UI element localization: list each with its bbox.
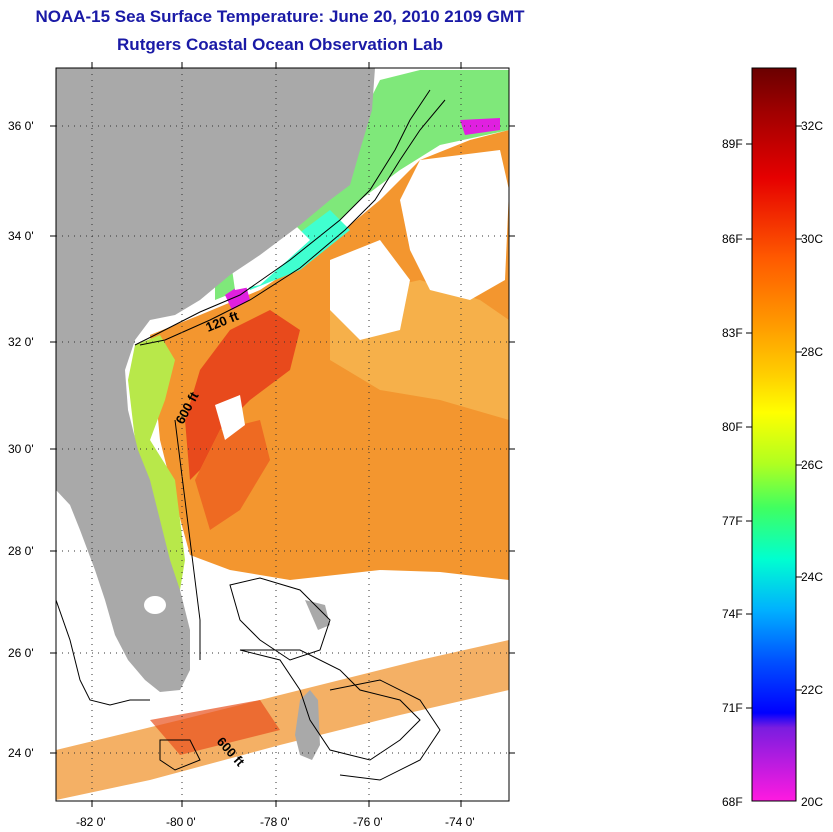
colorbar-ticks	[746, 125, 802, 709]
colorbar-f-label: 86F	[722, 232, 743, 246]
lon-label: -78 0'	[260, 815, 290, 829]
map-frame	[55, 67, 510, 802]
colorbar-c-label: 26C	[801, 458, 824, 472]
colorbar-c-label: 28C	[801, 345, 824, 359]
map-subtitle: Rutgers Coastal Ocean Observation Lab	[117, 35, 443, 54]
magenta-cold-patch-north	[460, 118, 500, 135]
andros-island	[295, 690, 320, 760]
colorbar-f-label: 89F	[722, 137, 743, 151]
gulf-stream-core	[185, 310, 300, 480]
coastal-cool-water	[128, 335, 185, 590]
bathymetry-contours	[56, 89, 446, 781]
colorbar-f-label: 71F	[722, 701, 743, 715]
lat-label: 28 0'	[8, 544, 34, 558]
map-title: NOAA-15 Sea Surface Temperature: June 20…	[35, 7, 525, 26]
gulf-stream-extension	[195, 420, 270, 530]
colorbar-f-label: 74F	[722, 607, 743, 621]
lon-label: -82 0'	[76, 815, 106, 829]
southern-swath	[56, 640, 509, 800]
colorbar-f-label: 68F	[722, 795, 743, 809]
lon-label: -74 0'	[445, 815, 475, 829]
colorbar-c-label: 32C	[801, 119, 824, 133]
lon-label: -80 0'	[166, 815, 196, 829]
colorbar-c-label: 24C	[801, 570, 824, 584]
lake-okeechobee	[144, 596, 166, 614]
colorbar-f-label: 83F	[722, 326, 743, 340]
colorbar-f-label: 77F	[722, 514, 743, 528]
lat-label: 30 0'	[8, 442, 34, 456]
colorbar	[751, 67, 797, 802]
cloud-patch-small	[215, 395, 245, 440]
colorbar-c-label: 20C	[801, 795, 824, 809]
lat-label: 24 0'	[8, 746, 34, 760]
cloud-region	[400, 150, 509, 300]
abaco-island	[305, 600, 330, 630]
colorbar-c-label: 22C	[801, 683, 824, 697]
axis-ticks	[50, 62, 515, 807]
lon-label: -76 0'	[353, 815, 383, 829]
colorbar-f-label: 80F	[722, 420, 743, 434]
lat-label: 32 0'	[8, 335, 34, 349]
cloud-patch-shelf	[230, 220, 310, 290]
lat-label: 26 0'	[8, 646, 34, 660]
graticule	[56, 68, 509, 801]
colorbar-c-label: 30C	[801, 232, 824, 246]
lat-label: 36 0'	[8, 119, 34, 133]
southern-hot-patch	[150, 700, 280, 755]
cloud-patch	[330, 240, 410, 340]
land-mass	[56, 68, 375, 692]
lat-label: 34 0'	[8, 229, 34, 243]
